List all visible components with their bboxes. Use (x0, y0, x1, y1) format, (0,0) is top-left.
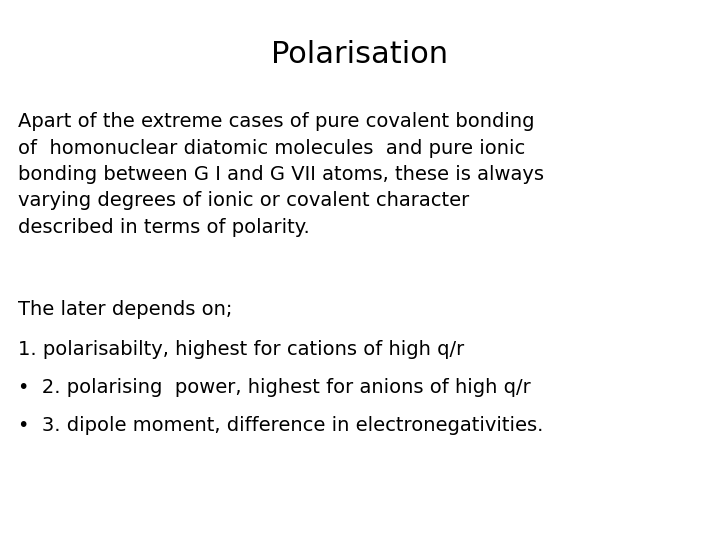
Text: The later depends on;: The later depends on; (18, 300, 233, 319)
Text: Polarisation: Polarisation (271, 40, 449, 69)
Text: 1. polarisabilty, highest for cations of high q/r: 1. polarisabilty, highest for cations of… (18, 340, 464, 359)
Text: •  2. polarising  power, highest for anions of high q/r: • 2. polarising power, highest for anion… (18, 378, 531, 397)
Text: •  3. dipole moment, difference in electronegativities.: • 3. dipole moment, difference in electr… (18, 416, 544, 435)
Text: Apart of the extreme cases of pure covalent bonding
of  homonuclear diatomic mol: Apart of the extreme cases of pure coval… (18, 112, 544, 237)
